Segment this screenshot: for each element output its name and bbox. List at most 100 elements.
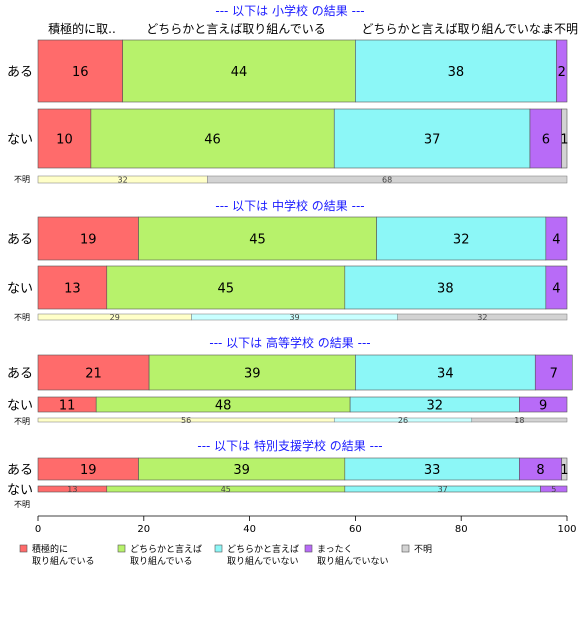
data-label: 45 — [249, 233, 266, 248]
panel-title: --- 以下は 小学校 の結果 --- — [215, 3, 364, 18]
bar-segment — [37, 354, 150, 391]
panel-title: --- 以下は 特別支援学校 の結果 --- — [197, 438, 382, 453]
x-tick-label: 80 — [455, 524, 468, 535]
column-header: ま — [542, 22, 554, 36]
bar-segment — [37, 216, 139, 261]
unknown-data-label: 18 — [514, 416, 524, 425]
unknown-segment — [397, 313, 568, 321]
row-label: ある — [7, 367, 33, 382]
unknown-data-label: 32 — [118, 176, 128, 185]
bar-segment — [37, 265, 108, 310]
bar-segment — [519, 396, 568, 413]
bar-segment — [355, 354, 536, 391]
bar-segment — [122, 39, 356, 103]
data-label: 38 — [437, 282, 454, 297]
legend-label: 積極的に — [32, 543, 68, 555]
bar-segment — [545, 216, 568, 261]
data-label: 48 — [215, 399, 232, 414]
unknown-data-label: 26 — [398, 416, 408, 425]
bar-segment — [534, 354, 573, 391]
row-label: ある — [7, 463, 33, 478]
bar-segment — [106, 265, 346, 310]
data-label: 2 — [558, 65, 566, 80]
bar-segment — [148, 354, 356, 391]
data-label: 11 — [59, 399, 76, 414]
legend-label: 取り組んでいる — [130, 555, 193, 567]
data-label: 7 — [550, 367, 558, 382]
data-label: 1 — [560, 463, 568, 478]
data-label: 4 — [552, 233, 560, 248]
legend-label: まったく — [317, 544, 353, 555]
row-label: ない — [7, 399, 33, 414]
unknown-data-label: 56 — [181, 416, 191, 425]
data-label: 5 — [551, 485, 556, 494]
data-label: 33 — [424, 463, 441, 478]
x-tick-label: 0 — [35, 524, 41, 535]
unknown-data-label: 39 — [289, 313, 299, 322]
legend-label: 不明 — [414, 544, 432, 555]
data-label: 32 — [453, 233, 470, 248]
legend-label: どちらかと言えば — [130, 543, 202, 555]
row-label: ない — [7, 282, 33, 297]
bar-segment — [540, 485, 568, 493]
data-label: 34 — [437, 367, 454, 382]
data-label: 21 — [85, 367, 102, 382]
unknown-data-label: 68 — [382, 176, 392, 185]
data-label: 37 — [424, 133, 441, 148]
row-label: ある — [7, 65, 33, 80]
data-label: 4 — [552, 282, 560, 297]
row-label: ある — [7, 233, 33, 248]
panel-title: --- 以下は 高等学校 の結果 --- — [209, 335, 370, 350]
legend-swatch — [304, 544, 313, 553]
panel-title: --- 以下は 中学校 の結果 --- — [215, 198, 364, 213]
legend-label: 取り組んでいる — [32, 555, 95, 567]
data-label: 8 — [536, 463, 544, 478]
x-tick-label: 40 — [243, 524, 256, 535]
data-label: 1 — [560, 133, 568, 148]
unknown-label: 不明 — [14, 175, 30, 184]
bar-segment — [556, 39, 568, 103]
bar-segment — [344, 265, 547, 310]
legend-swatch — [117, 544, 126, 553]
data-label: 32 — [426, 399, 443, 414]
data-label: 44 — [231, 65, 248, 80]
data-label: 37 — [438, 485, 448, 494]
legend-label: どちらかと言えば — [227, 543, 299, 555]
column-header: どちらかと言えば取り組んでいる — [146, 22, 325, 36]
data-label: 39 — [233, 463, 250, 478]
data-label: 45 — [221, 485, 231, 494]
data-label: 46 — [204, 133, 221, 148]
x-tick-label: 20 — [137, 524, 150, 535]
data-label: 19 — [80, 463, 97, 478]
unknown-segment — [207, 175, 568, 184]
data-label: 9 — [539, 399, 547, 414]
data-label: 19 — [80, 233, 97, 248]
unknown-data-label: 29 — [110, 313, 120, 322]
row-label: ない — [7, 483, 33, 498]
legend-label: 取り組んでいない — [317, 555, 389, 567]
column-header: どちらかと言えば取り組んでいな.. — [361, 22, 548, 36]
bar-segment — [545, 265, 568, 310]
legend-swatch — [401, 544, 410, 553]
data-label: 45 — [218, 282, 235, 297]
data-label: 13 — [64, 282, 81, 297]
data-label: 10 — [56, 133, 73, 148]
unknown-label: 不明 — [14, 417, 30, 426]
bar-segment — [333, 108, 531, 169]
column-header: 積極的に取.. — [48, 21, 116, 36]
unknown-label: 不明 — [14, 313, 30, 322]
unknown-label: 不明 — [14, 500, 30, 509]
unknown-segment — [471, 417, 568, 423]
x-tick-label: 100 — [557, 524, 576, 535]
x-tick-label: 60 — [349, 524, 362, 535]
row-label: ない — [7, 133, 33, 148]
unknown-data-label: 32 — [477, 313, 487, 322]
bar-segment — [529, 108, 563, 169]
bar-segment — [376, 216, 547, 261]
data-label: 38 — [448, 65, 465, 80]
legend-swatch — [214, 544, 223, 553]
data-label: 39 — [244, 367, 261, 382]
bar-segment — [37, 39, 123, 103]
bar-segment — [561, 457, 568, 481]
